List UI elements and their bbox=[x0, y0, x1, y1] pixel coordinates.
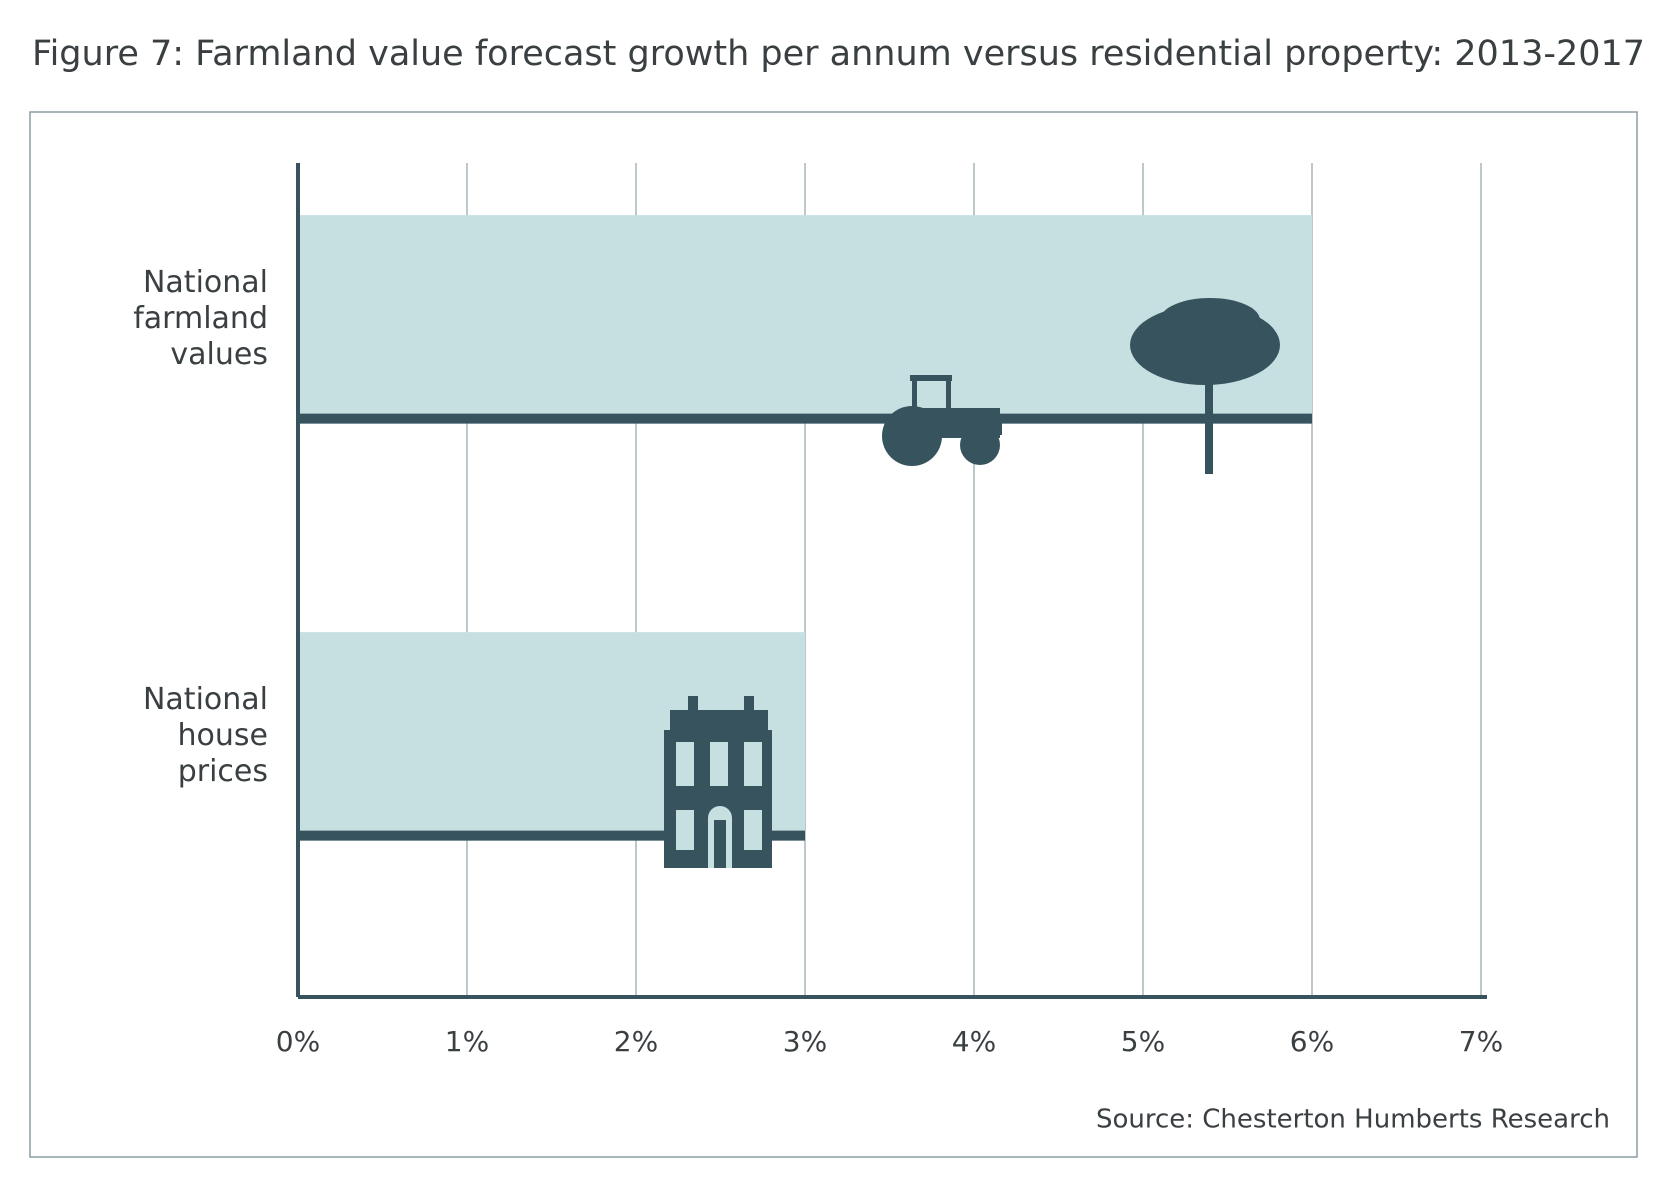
x-tick-label: 7% bbox=[1459, 1025, 1503, 1058]
x-tick-label: 3% bbox=[783, 1025, 827, 1058]
x-tick-label: 4% bbox=[952, 1025, 996, 1058]
plot-area: 0% 1% 2% 3% 4% 5% 6% 7% bbox=[276, 163, 1503, 1058]
icons bbox=[664, 298, 1280, 868]
bar bbox=[298, 215, 1312, 424]
chart-frame bbox=[29, 111, 1638, 1158]
chart-title: Figure 7: Farmland value forecast growth… bbox=[32, 34, 1645, 74]
y-tick-label: National farmland values bbox=[133, 265, 268, 373]
y-tick-label: National house prices bbox=[142, 682, 268, 790]
x-tick-label: 0% bbox=[276, 1025, 320, 1058]
source-note: Source: Chesterton Humberts Research bbox=[1096, 1105, 1610, 1135]
x-tick-label: 2% bbox=[614, 1025, 658, 1058]
bar-base bbox=[298, 830, 805, 841]
house-icon bbox=[664, 696, 772, 868]
x-tick-label: 6% bbox=[1290, 1025, 1334, 1058]
x-tick-label: 1% bbox=[445, 1025, 489, 1058]
tractor-icon bbox=[882, 375, 1002, 466]
tree-icon bbox=[1130, 298, 1280, 474]
x-tick-label: 5% bbox=[1121, 1025, 1165, 1058]
bar-base bbox=[298, 413, 1312, 424]
